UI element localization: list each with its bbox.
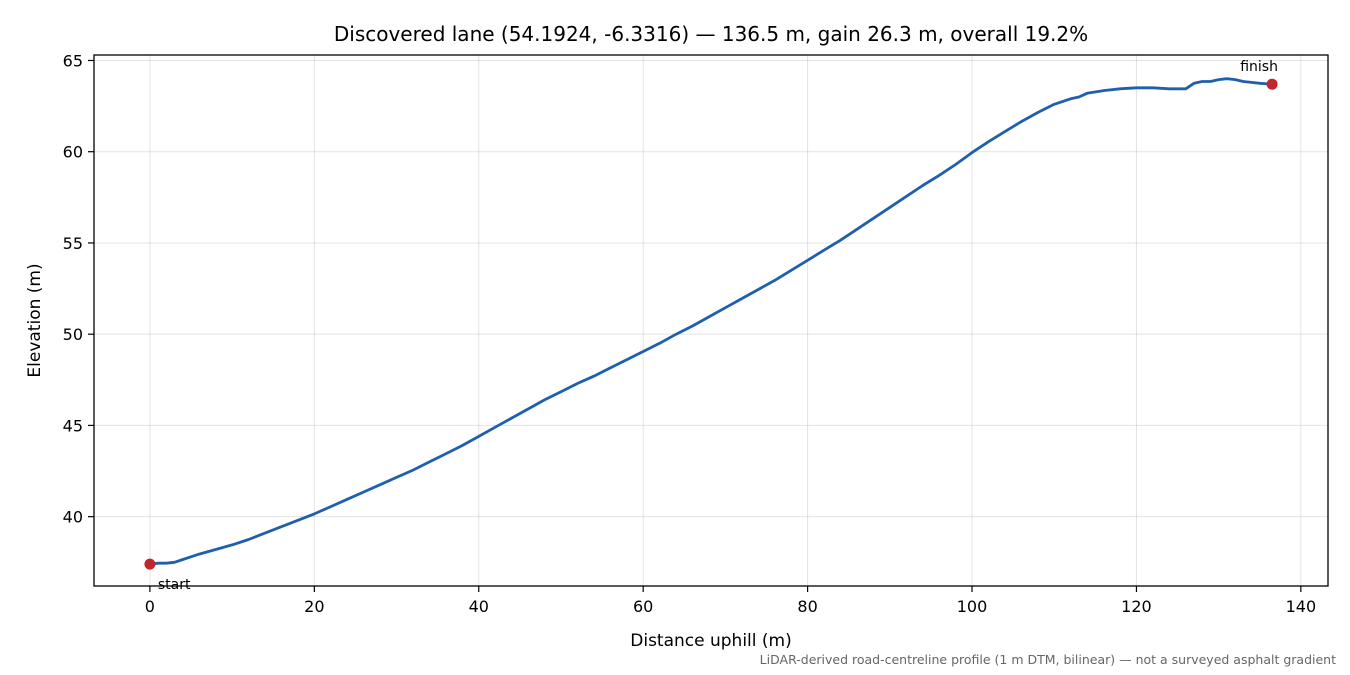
y-axis-label: Elevation (m)	[25, 263, 45, 377]
y-tick-label: 65	[63, 51, 83, 70]
x-tick-label: 120	[1121, 597, 1152, 616]
x-tick-label: 140	[1286, 597, 1317, 616]
y-tick-label: 50	[63, 325, 83, 344]
chart-title: Discovered lane (54.1924, -6.3316) — 136…	[334, 22, 1088, 46]
y-axis-ticks: 40 45 50 55 60 65	[63, 51, 94, 527]
endpoint-markers: start finish	[144, 59, 1278, 593]
finish-marker	[1266, 78, 1278, 90]
series-layer	[148, 77, 1274, 566]
y-tick-label: 45	[63, 416, 83, 435]
x-tick-label: 100	[957, 597, 988, 616]
y-tick-label: 40	[63, 508, 83, 527]
x-axis-label: Distance uphill (m)	[630, 631, 791, 651]
y-tick-label: 55	[63, 234, 83, 253]
elevation-series-line	[148, 77, 1274, 566]
x-axis-ticks: 0 20 40 60 80 100 120 140	[145, 586, 1316, 616]
x-tick-label: 80	[797, 597, 817, 616]
y-tick-label: 60	[63, 143, 83, 162]
x-tick-label: 20	[304, 597, 324, 616]
grid-lines	[94, 55, 1328, 586]
x-tick-label: 0	[145, 597, 155, 616]
start-marker	[144, 558, 156, 570]
chart-footnote: LiDAR-derived road-centreline profile (1…	[760, 652, 1336, 667]
plot-frame	[93, 54, 1329, 587]
start-annotation: start	[158, 577, 191, 593]
x-tick-label: 60	[633, 597, 653, 616]
finish-annotation: finish	[1240, 59, 1278, 75]
x-tick-label: 40	[469, 597, 489, 616]
